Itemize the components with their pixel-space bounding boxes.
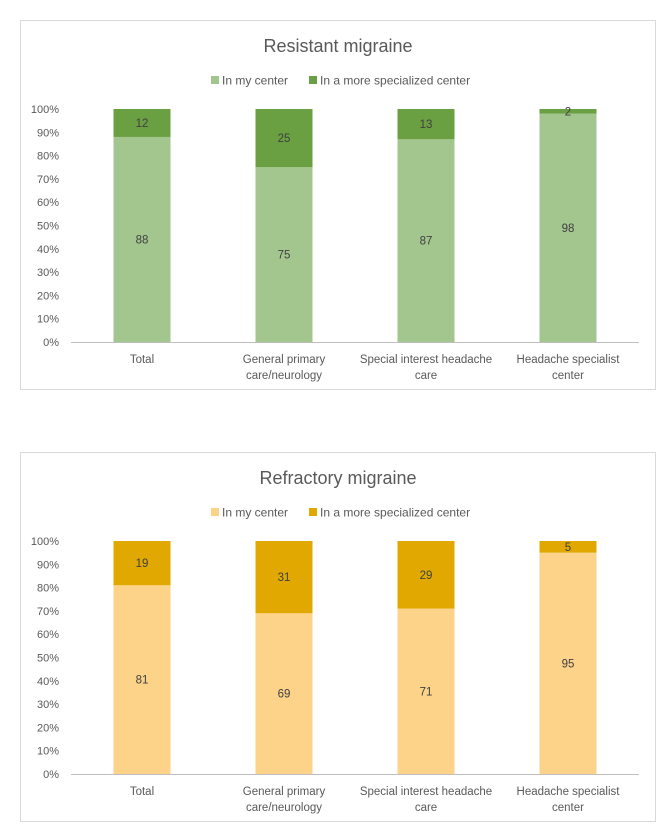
y-tick-label: 100% [31, 536, 59, 548]
bar-segment [255, 613, 313, 774]
refractory-migraine-chart-svg: Refractory migraine In my center In a more… [31, 468, 639, 814]
y-tick-label: 50% [37, 653, 59, 665]
y-tick-label: 40% [37, 244, 59, 256]
bar-segment [397, 541, 455, 609]
y-tick-label: 90% [37, 559, 59, 571]
data-label: 31 [278, 572, 291, 584]
chart-title: Refractory migraine [259, 468, 416, 488]
y-tick-label: 60% [37, 629, 59, 641]
data-label: 81 [136, 675, 149, 687]
bar-segment [397, 608, 455, 774]
data-label: 75 [278, 250, 291, 262]
category-label-line: Special interest headache [360, 786, 492, 798]
y-tick-label: 30% [37, 267, 59, 279]
bar-segment [255, 541, 313, 614]
legend-swatch [309, 76, 317, 84]
data-label: 71 [420, 686, 433, 698]
bar-segment [539, 541, 597, 553]
bar-segment [397, 109, 455, 140]
data-label: 69 [278, 689, 291, 701]
category-label-line: Headache specialist [517, 354, 621, 366]
bar-segment [113, 585, 171, 774]
legend-label: In my center [222, 74, 288, 88]
data-label: 98 [562, 223, 575, 235]
data-label: 87 [420, 236, 433, 248]
category-label: Headache specialist center [517, 354, 621, 382]
category-label-line: Special interest headache [360, 354, 492, 366]
category-label-line: care/neurology [246, 802, 322, 814]
bar-segment [255, 167, 313, 342]
y-tick-label: 10% [37, 746, 59, 758]
legend-swatch [309, 508, 317, 516]
legend-label: In my center [222, 506, 288, 520]
bar-segment [539, 109, 597, 114]
y-tick-label: 60% [37, 197, 59, 209]
resistant-migraine-chart: Resistant migraine In my center In a more … [20, 20, 656, 390]
chart-legend: In my center In a more specialized center [211, 74, 470, 88]
data-label: 88 [136, 234, 149, 246]
category-label: Total [130, 786, 154, 798]
y-tick-label: 70% [37, 174, 59, 186]
category-label: Total [130, 354, 154, 366]
chart-legend: In my center In a more specialized center [211, 506, 470, 520]
legend-label: In a more specialized center [320, 506, 470, 520]
bars: 81 19 69 31 71 29 95 5 [113, 541, 597, 774]
category-label-line: care [415, 370, 437, 382]
category-label: General primary care/neurology [243, 786, 326, 814]
resistant-migraine-chart-svg: Resistant migraine In my center In a more … [31, 36, 639, 382]
category-label-line: center [552, 370, 584, 382]
legend-swatch [211, 508, 219, 516]
data-label: 25 [278, 133, 291, 145]
bar-segment [113, 541, 171, 586]
y-tick-label: 80% [37, 583, 59, 595]
y-tick-label: 80% [37, 151, 59, 163]
y-tick-label: 20% [37, 722, 59, 734]
y-tick-label: 0% [43, 769, 59, 781]
y-tick-label: 50% [37, 221, 59, 233]
y-tick-label: 40% [37, 676, 59, 688]
y-tick-label: 70% [37, 606, 59, 618]
y-tick-label: 20% [37, 290, 59, 302]
bar-segment [539, 552, 597, 774]
data-label: 2 [565, 106, 571, 118]
data-label: 12 [136, 118, 149, 130]
category-label-line: Headache specialist [517, 786, 621, 798]
category-label-line: care [415, 802, 437, 814]
bar-segment [397, 139, 455, 342]
bars: 88 12 75 25 87 13 98 2 [113, 106, 597, 342]
y-tick-label: 0% [43, 337, 59, 349]
category-label-line: General primary [243, 786, 326, 798]
bar-segment [539, 113, 597, 342]
y-axis-ticks: 0% 10% 20% 30% 40% 50% 60% 70% 80% 90% 100% [31, 536, 59, 781]
y-tick-label: 100% [31, 104, 59, 116]
y-tick-label: 90% [37, 127, 59, 139]
y-tick-label: 30% [37, 699, 59, 711]
bar-segment [113, 109, 171, 137]
category-label-line: care/neurology [246, 370, 322, 382]
category-label: Special interest headache care [360, 354, 492, 382]
bar-segment [113, 136, 171, 342]
category-label: Special interest headache care [360, 786, 492, 814]
bar-segment [255, 109, 313, 168]
category-label: Headache specialist center [517, 786, 621, 814]
category-label-line: Total [130, 354, 154, 366]
legend-swatch [211, 76, 219, 84]
data-label: 19 [136, 558, 149, 570]
category-label-line: General primary [243, 354, 326, 366]
legend-label: In a more specialized center [320, 74, 470, 88]
data-label: 95 [562, 658, 575, 670]
data-label: 5 [565, 542, 571, 554]
data-label: 29 [420, 570, 433, 582]
y-tick-label: 10% [37, 314, 59, 326]
category-label-line: Total [130, 786, 154, 798]
category-label-line: center [552, 802, 584, 814]
category-label: General primary care/neurology [243, 354, 326, 382]
data-label: 13 [420, 119, 433, 131]
y-axis-ticks: 0% 10% 20% 30% 40% 50% 60% 70% 80% 90% 100% [31, 104, 59, 349]
refractory-migraine-chart: Refractory migraine In my center In a more… [20, 452, 656, 822]
chart-title: Resistant migraine [263, 36, 412, 56]
